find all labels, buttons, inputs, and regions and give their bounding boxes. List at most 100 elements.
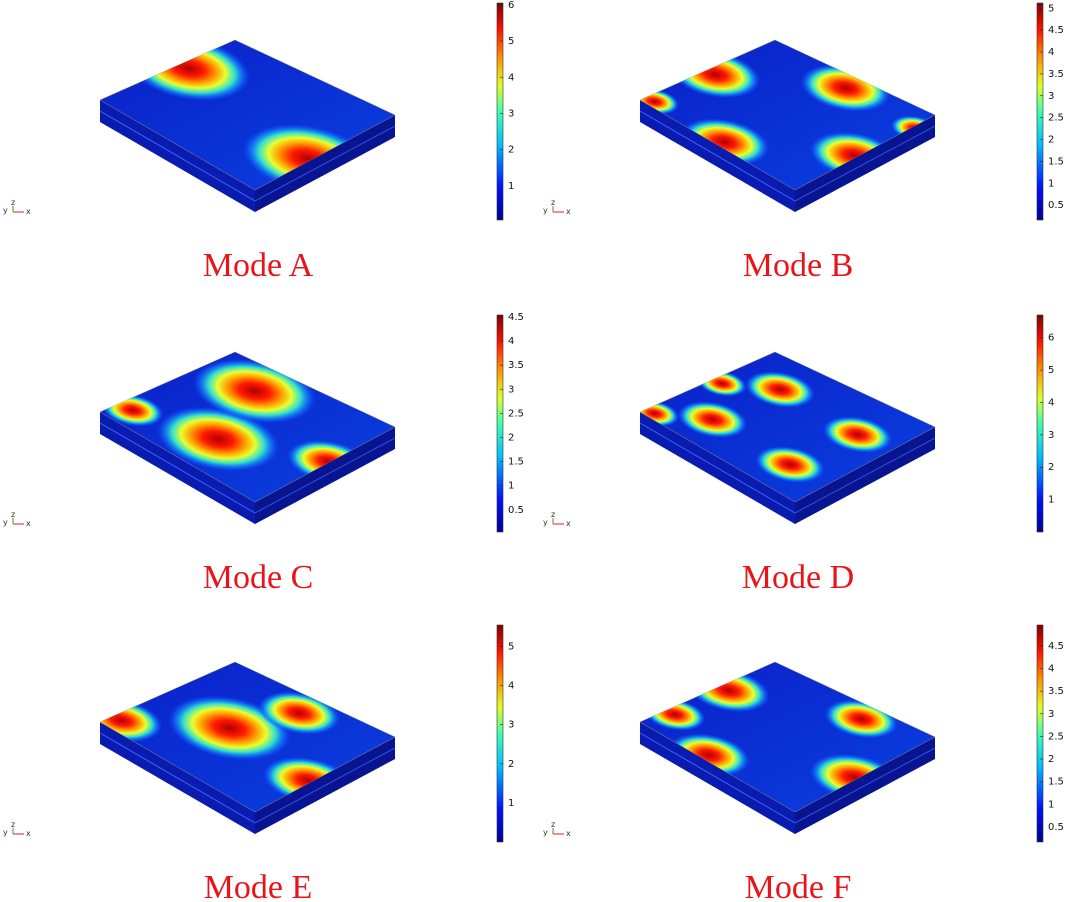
triad-label: z (551, 510, 555, 519)
hot-spot-layer (640, 370, 893, 483)
colorbar-tick-label: 0.5 (508, 505, 524, 516)
panel: yz x 0.5 1 1.5 2 2.5 3 3.5 4 4.5 Mode F (543, 624, 1064, 902)
colorbar-tick-label: 3 (508, 108, 514, 119)
colorbar (1036, 624, 1044, 843)
hot-spot (745, 371, 815, 408)
colorbar-tick-label: 2.5 (508, 408, 524, 419)
colorbar-tick-label: 4 (508, 681, 514, 692)
colorbar-tick-label: 2 (508, 432, 514, 443)
colorbar-tick-label: 2 (1048, 754, 1054, 765)
colorbar-tick-label: 4 (1048, 397, 1054, 408)
plate-layer (254, 437, 396, 514)
hot-spot (822, 416, 893, 453)
triad-label: x (566, 829, 571, 838)
triad-label: z (11, 510, 15, 519)
colorbar (496, 2, 504, 221)
colorbar-tick-label: 1.5 (1048, 156, 1064, 167)
plate-layer (254, 747, 396, 824)
colorbar-tick-label: 2 (1048, 135, 1054, 146)
colorbar-tick-label: 3.5 (508, 360, 524, 371)
plate-layer (639, 110, 796, 202)
colorbar-tick-label: 3 (508, 384, 514, 395)
mode-label: Mode F (745, 869, 852, 902)
triad-label: y (543, 518, 548, 527)
panel: yz x 1 2 3 4 5 6 Mode A (3, 0, 514, 284)
hot-spot (755, 446, 825, 483)
plate-layer (794, 747, 936, 824)
colorbar-tick-label: 5 (1048, 365, 1054, 376)
colorbar-tick-label: 3 (1048, 91, 1054, 102)
colorbar (1036, 2, 1044, 221)
colorbar-tick-label: 1.5 (508, 457, 524, 468)
plate-layer (794, 437, 936, 514)
triad-label: y (543, 206, 548, 215)
triad-label: x (26, 829, 31, 838)
colorbar-tick-label: 1 (1048, 495, 1054, 506)
colorbar-tick-label: 4.5 (1048, 25, 1064, 36)
triad-label: z (551, 198, 555, 207)
colorbar-tick-label: 1 (508, 181, 514, 192)
colorbar (496, 314, 504, 533)
hot-spot (156, 406, 280, 472)
panel: yz x 0.5 1 1.5 2 2.5 3 3.5 4 4.5 Mode C (3, 312, 524, 596)
mode-label: Mode E (204, 869, 313, 902)
colorbar-tick-label: 4 (1048, 47, 1054, 58)
colorbar-tick-label: 6 (508, 0, 514, 11)
plate-layer (639, 422, 796, 514)
colorbar-tick-label: 1 (1048, 799, 1054, 810)
mode-label: Mode B (743, 247, 854, 284)
plate-layer (99, 110, 256, 202)
hot-spots (640, 370, 893, 483)
plate-top (99, 39, 396, 191)
triad-label: z (11, 820, 15, 829)
panel: yz x 1 2 3 4 5 6 Mode D (543, 314, 1054, 596)
triad-label: x (26, 519, 31, 528)
mode-label: Mode C (203, 559, 314, 596)
colorbar-tick-label: 3 (1048, 709, 1054, 720)
colorbar-tick-label: 4 (508, 72, 514, 83)
panel: yz x 0.5 1 1.5 2 2.5 3 3.5 4 4.5 5 Mode B (543, 2, 1064, 284)
colorbar-tick-label: 2.5 (1048, 113, 1064, 124)
colorbar-tick-label: 2 (1048, 462, 1054, 473)
colorbar-tick-label: 3.5 (1048, 686, 1064, 697)
colorbar-tick-label: 3.5 (1048, 69, 1064, 80)
triad-label: x (566, 207, 571, 216)
triad-label: x (26, 207, 31, 216)
plate-layer (639, 732, 796, 824)
hot-spot (677, 401, 748, 438)
colorbar-tick-label: 2.5 (1048, 731, 1064, 742)
triad-label: x (566, 519, 571, 528)
plate-layer (99, 732, 256, 824)
plate-layer (99, 422, 256, 514)
colorbar-tick-label: 4 (1048, 663, 1054, 674)
triad-label: z (11, 198, 15, 207)
triad-label: y (3, 206, 8, 215)
colorbar-tick-label: 5 (508, 36, 514, 47)
triad-label: y (3, 828, 8, 837)
plate-top (639, 39, 936, 191)
colorbar (496, 624, 504, 843)
mode-label: Mode A (203, 247, 314, 284)
mode-label: Mode D (742, 559, 854, 596)
colorbar-tick-label: 1 (1048, 178, 1054, 189)
hot-spot (257, 691, 341, 735)
colorbar-tick-label: 3 (508, 720, 514, 731)
colorbar-tick-label: 0.5 (1048, 200, 1064, 211)
colorbar-tick-label: 3 (1048, 430, 1054, 441)
colorbar-tick-label: 5 (1048, 3, 1054, 14)
colorbar-tick-label: 2 (508, 145, 514, 156)
colorbar-tick-label: 2 (508, 759, 514, 770)
plate-layer (794, 125, 936, 202)
colorbar-tick-label: 4.5 (508, 312, 524, 323)
colorbar-tick-label: 5 (508, 642, 514, 653)
plate-layer (254, 125, 396, 202)
colorbar-tick-label: 1 (508, 798, 514, 809)
triad-label: z (551, 820, 555, 829)
colorbar-tick-label: 0.5 (1048, 822, 1064, 833)
colorbar-tick-label: 4 (508, 336, 514, 347)
colorbar-tick-label: 4.5 (1048, 641, 1064, 652)
colorbar-tick-label: 1.5 (1048, 777, 1064, 788)
colorbar (1036, 314, 1044, 533)
triad-label: y (543, 828, 548, 837)
